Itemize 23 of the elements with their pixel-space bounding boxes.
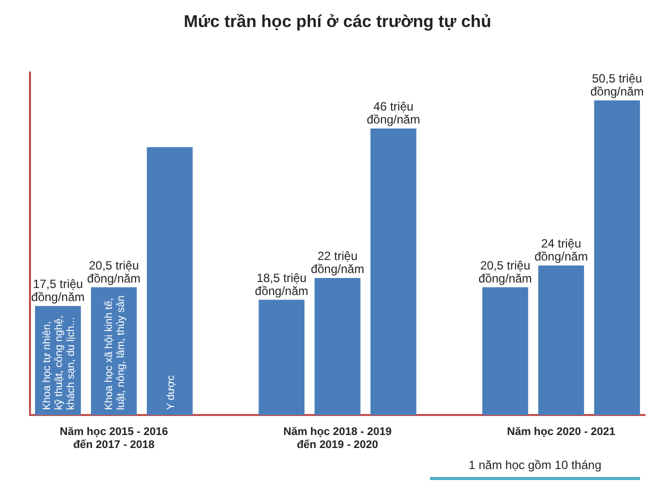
data-label: 18,5 triệu đồng/năm [254, 270, 308, 298]
text: Năm học 2015 - 2016 đến 2017 - 2018 [60, 426, 168, 451]
bar [482, 287, 528, 415]
x-tick-label: Y dược [164, 375, 177, 410]
data-label: 50,5 triệu đồng/năm [590, 71, 644, 98]
text: Năm học 2018 - 2019 đến 2019 - 2020 [283, 426, 392, 451]
data-label: 20,5 triệu đồng/năm [87, 258, 141, 286]
data-label: 22 triệu đồng/năm [310, 248, 364, 276]
bar [258, 300, 305, 415]
bar [594, 100, 640, 415]
bar [314, 278, 360, 415]
x-tick-label: Khoa học xã hội kinh tế, luật, nông, lâm, thủy sản [102, 295, 127, 410]
bar [370, 128, 416, 415]
data-label: 20,5 triệu đồng/năm [478, 258, 532, 286]
chart-title: Mức trần học phí ở các trường tự chủ [184, 12, 492, 31]
data-label: 46 triệu đồng/năm [366, 99, 420, 126]
data-label: 17,5 triệu đồng/năm [31, 276, 85, 304]
bar [146, 147, 193, 415]
bar [538, 266, 584, 415]
x-tick-label: Khoa học tự nhiên, kỹ thuật, công nghệ, khách sạn, du lịch... [40, 315, 77, 410]
data-label: 24 triệu đồng/năm [534, 236, 588, 264]
text: 1 năm học gồm 10 tháng [430, 458, 640, 480]
text: Năm học 2020 - 2021 [507, 426, 616, 438]
